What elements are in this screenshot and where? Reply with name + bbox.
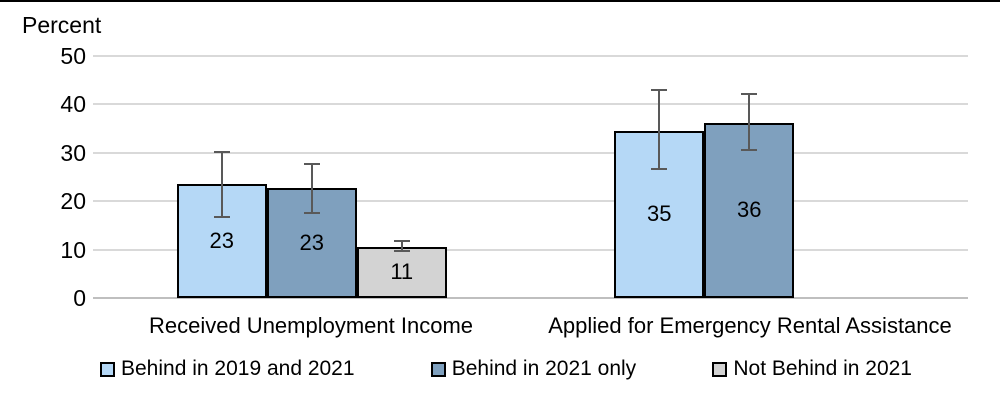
y-axis-tick-label: 30 [60,139,86,166]
bar-value-label: 23 [209,228,234,254]
y-axis-tick-label: 0 [73,285,86,311]
legend-label: Behind in 2021 only [451,357,637,380]
y-axis-title: Percent [22,12,102,38]
error-bar-stem [310,163,313,215]
error-bar-stem [748,93,751,152]
error-bar-cap-bot [651,168,668,171]
error-bar-cap-bot [741,149,758,152]
legend-swatch-icon [430,361,446,377]
gridline [93,103,968,106]
error-bar [303,163,320,215]
x-axis-category-label: Applied for Emergency Rental Assistance [548,313,952,338]
legend-swatch-icon [100,361,115,377]
error-bar-cap-bot [303,212,320,215]
error-bar-stem [220,150,223,219]
error-bar [393,240,410,253]
error-bar-stem [658,89,661,171]
gridline [93,151,968,154]
y-axis-tick-label: 10 [60,236,86,263]
x-axis-category-label: Received Unemployment Income [148,313,474,338]
error-bar [741,93,758,152]
error-bar-cap-top [303,163,320,166]
gridline [93,55,968,57]
y-axis-tick-label: 40 [60,91,86,118]
y-axis-tick-label: 50 [60,43,86,69]
legend: Behind in 2019 and 2021 Behind in 2021 o… [100,357,912,381]
bar-value-label: 36 [737,197,762,223]
gridline [93,200,968,203]
y-axis-tick-label: 20 [60,188,86,215]
bar: 11 [356,246,447,298]
error-bar [651,89,668,171]
error-bar [213,150,230,219]
bar-value-label: 35 [647,201,672,227]
error-bar-cap-top [651,89,668,92]
error-bar-cap-bot [213,216,230,219]
bar-value-label: 23 [299,230,324,256]
error-bar-cap-bot [393,250,410,253]
error-bar-cap-top [393,240,410,243]
error-bar-cap-top [213,150,230,153]
legend-item: Behind in 2019 and 2021 [100,357,355,381]
legend-swatch-icon [712,361,728,377]
bar-value-label: 11 [390,259,414,285]
legend-item: Behind in 2021 only [430,357,637,381]
x-axis-line [93,297,968,299]
chart-top-border-line [0,0,1000,2]
legend-label: Behind in 2019 and 2021 [121,357,355,380]
legend-label: Not Behind in 2021 [733,357,912,380]
error-bar-cap-top [741,93,758,96]
error-bar-stem [400,240,403,253]
legend-item: Not Behind in 2021 [712,357,912,381]
gridline [93,248,968,251]
